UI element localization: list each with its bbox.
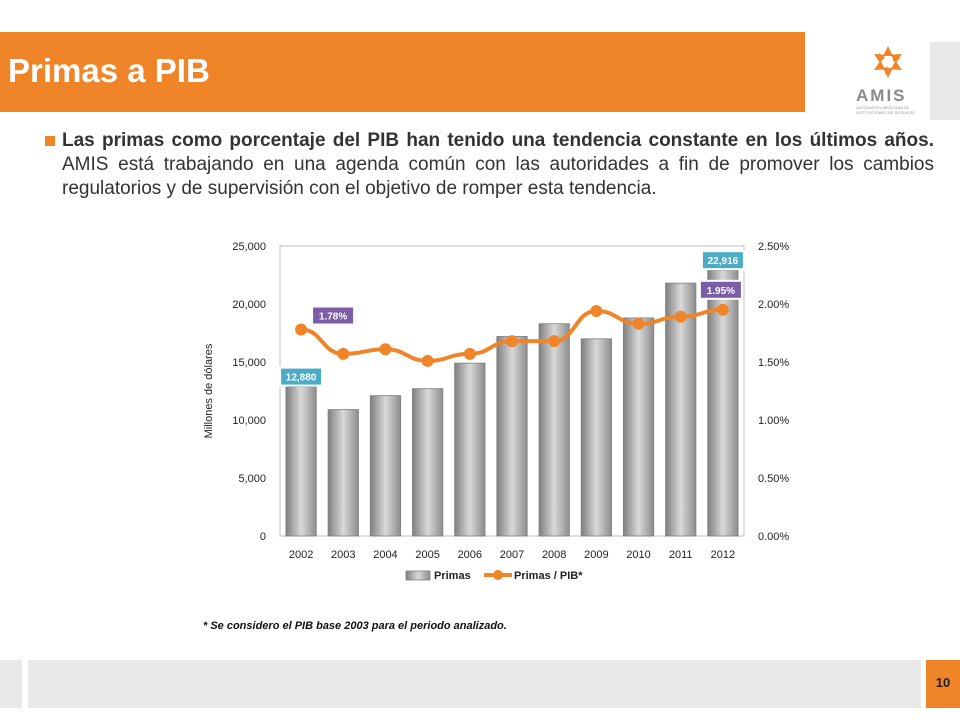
data-label: 1.95% xyxy=(707,286,735,297)
x-tick-label: 2012 xyxy=(711,549,735,561)
x-tick-label: 2007 xyxy=(500,549,524,561)
bar-primas xyxy=(496,336,528,537)
legend-label-primas: Primas xyxy=(434,570,471,582)
data-label-box xyxy=(698,279,743,300)
y-tick-label: 25,000 xyxy=(232,241,266,253)
footer-left-block xyxy=(0,660,22,708)
header-stripe xyxy=(930,42,960,120)
bar-primas xyxy=(412,388,444,537)
data-label-box xyxy=(700,250,745,271)
y-axis-label: Millones de dólares xyxy=(203,343,215,438)
bar-primas xyxy=(580,338,612,537)
footnote: * Se considero el PIB base 2003 para el … xyxy=(203,620,507,632)
bullet-icon xyxy=(45,136,55,146)
data-label: 22,916 xyxy=(708,256,739,267)
point-primas-pib xyxy=(632,317,645,330)
data-label: 1.78% xyxy=(319,312,347,323)
x-tick-label: 2006 xyxy=(458,549,482,561)
x-tick-label: 2011 xyxy=(669,549,693,561)
bar-primas xyxy=(454,362,486,537)
page-title: Primas a PIB xyxy=(8,52,210,89)
y2-tick-label: 0.50% xyxy=(758,473,789,485)
body-regular-text: AMIS está trabajando en una agenda común… xyxy=(62,154,934,199)
point-primas-pib xyxy=(295,323,308,336)
y-tick-label: 0 xyxy=(260,531,266,543)
y-tick-label: 5,000 xyxy=(238,473,266,485)
legend-swatch-primas xyxy=(405,570,431,581)
point-primas-pib xyxy=(463,347,476,360)
logo-name: AMIS xyxy=(856,86,907,105)
x-tick-label: 2009 xyxy=(584,549,608,561)
y2-tick-label: 2.00% xyxy=(758,299,789,311)
body-bold-text: Las primas como porcentaje del PIB han t… xyxy=(62,130,934,151)
x-tick-label: 2005 xyxy=(415,549,439,561)
point-primas-pib xyxy=(506,335,518,348)
page-number-box xyxy=(926,660,960,708)
point-primas-pib xyxy=(379,343,392,356)
y2-tick-label: 1.00% xyxy=(758,415,789,427)
point-primas-pib xyxy=(716,303,729,316)
bar-primas xyxy=(538,323,570,537)
point-primas-pib xyxy=(590,304,603,317)
data-label-box xyxy=(279,366,324,387)
y2-tick-label: 1.50% xyxy=(758,357,789,369)
point-primas-pib xyxy=(421,354,434,367)
point-primas-pib xyxy=(337,347,350,360)
point-primas-pib xyxy=(548,335,561,348)
bar-primas xyxy=(369,395,402,537)
y-tick-label: 10,000 xyxy=(232,415,266,427)
amis-logo-icon xyxy=(874,46,902,78)
combo-chart: 0 5,000 10,000 15,000 20,000 25,000 0.00% 0.50%… xyxy=(203,241,789,582)
bar-primas xyxy=(327,409,359,537)
legend-marker-primas-pib xyxy=(493,570,503,580)
x-tick-label: 2003 xyxy=(331,549,355,561)
x-tick-label: 2004 xyxy=(373,549,397,561)
bar-primas xyxy=(285,386,317,537)
x-tick-label: 2010 xyxy=(626,549,650,561)
page-number: 10 xyxy=(935,675,951,690)
x-tick-label: 2002 xyxy=(289,549,313,561)
bar-primas xyxy=(622,317,655,537)
y2-tick-label: 0.00% xyxy=(758,531,789,543)
point-primas-pib xyxy=(674,310,687,323)
logo-subtext: ASOCIACIÓN MEXICANA DE INSTITUCIONES DE … xyxy=(856,105,915,115)
title-bar xyxy=(0,32,805,112)
x-tick-label: 2008 xyxy=(542,549,566,561)
body-paragraph: Las primas como porcentaje del PIB han t… xyxy=(62,129,934,201)
footer-bar xyxy=(28,660,921,708)
bar-primas xyxy=(665,282,697,537)
y-tick-label: 15,000 xyxy=(232,357,266,369)
y-tick-label: 20,000 xyxy=(232,299,266,311)
data-label: 12,880 xyxy=(286,373,317,384)
legend-label-primas-pib: Primas / PIB* xyxy=(514,570,583,582)
data-label-box xyxy=(311,305,356,326)
y2-tick-label: 2.50% xyxy=(758,241,789,253)
